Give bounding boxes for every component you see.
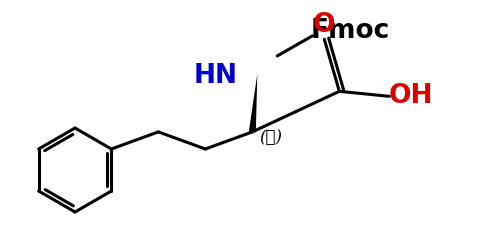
Text: HN: HN — [193, 63, 237, 89]
Text: Fmoc: Fmoc — [311, 18, 390, 44]
Text: OH: OH — [389, 83, 433, 109]
Text: (ℛ): (ℛ) — [259, 129, 282, 146]
Text: O: O — [313, 12, 336, 38]
Polygon shape — [249, 74, 257, 132]
